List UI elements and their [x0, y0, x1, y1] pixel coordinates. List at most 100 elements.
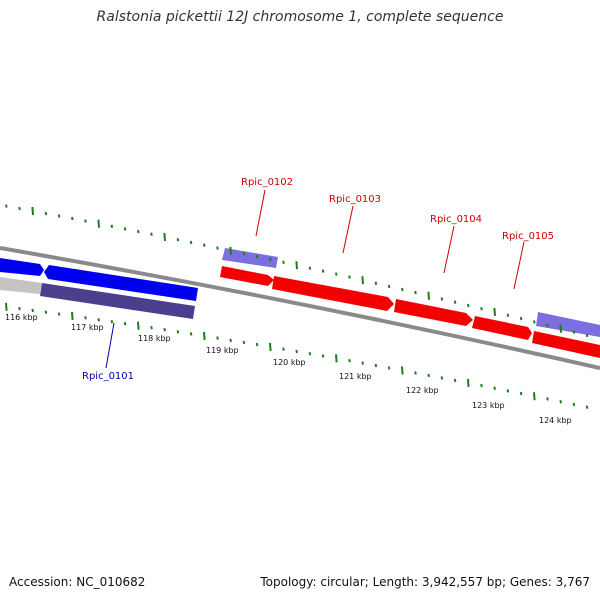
lower-row-tick: [176, 330, 180, 334]
gene-arrow-rpic-0102[interactable]: [220, 266, 274, 286]
upper-row-tick: [84, 219, 87, 223]
upper-row-tick: [572, 330, 576, 334]
upper-row-tick: [559, 324, 562, 333]
lower-row-tick: [506, 389, 510, 393]
upper-row-tick: [585, 333, 589, 338]
lower-row-tick: [97, 318, 100, 322]
lower-row-tick: [401, 366, 404, 375]
gene-arrow-rpic-0103[interactable]: [272, 276, 394, 311]
gene-arrow-next[interactable]: [532, 331, 600, 358]
upper-row-tick: [414, 290, 417, 295]
upper-row-tick: [467, 303, 470, 308]
upper-row-tick: [110, 224, 114, 228]
lower-row-tick: [440, 376, 444, 380]
leader-rpic-0101: [105, 322, 115, 369]
upper-row-tick: [348, 275, 351, 279]
upper-row-tick: [176, 238, 180, 242]
lower-row-tick: [348, 359, 351, 363]
upper-row-tick: [335, 272, 338, 276]
lower-row-tick: [163, 328, 166, 332]
lower-row-tick: [387, 366, 391, 370]
footer-accession: Accession: NC_010682: [9, 575, 146, 589]
upper-row-tick: [440, 297, 444, 301]
upper-row-tick: [203, 243, 206, 247]
lower-row-tick: [110, 320, 114, 324]
leader-rpic-0104: [443, 225, 455, 274]
upper-row-tick: [453, 300, 457, 304]
lower-row-tick: [137, 321, 140, 330]
lower-row-tick: [84, 316, 87, 320]
upper-row-tick: [189, 240, 193, 245]
tick-label-122: 122 kbp: [406, 386, 439, 395]
upper-row-tick: [163, 232, 166, 241]
upper-row-tick: [44, 211, 48, 216]
gene-label-rpic-0104[interactable]: Rpic_0104: [430, 214, 482, 225]
upper-row-tick: [57, 214, 61, 218]
tick-marks: [5, 204, 589, 409]
gene-arrow-rpic-0102-pseudo[interactable]: [222, 248, 278, 268]
upper-row-tick: [519, 316, 523, 321]
upper-row-tick: [123, 227, 127, 231]
upper-row-tick: [401, 287, 404, 292]
lower-row-tick: [269, 342, 272, 351]
upper-row-tick: [229, 246, 232, 255]
gene-arrow-next-pseudo[interactable]: [536, 312, 600, 337]
upper-row-tick: [321, 269, 325, 273]
lower-row-tick: [203, 331, 206, 341]
footer-topology-info: Topology: circular; Length: 3,942,557 bp…: [260, 575, 590, 589]
sequence-backbone: [0, 246, 600, 370]
lower-row-tick: [361, 361, 364, 365]
lower-row-tick: [559, 400, 562, 404]
page-title: Ralstonia pickettii 12J chromosome 1, co…: [96, 9, 504, 25]
tick-label-120: 120 kbp: [273, 358, 306, 367]
leader-rpic-0103: [342, 205, 354, 254]
upper-row-tick: [493, 307, 496, 316]
gene-arrow-rpic-0100-pseudo[interactable]: [0, 277, 42, 294]
leader-rpic-0102: [255, 189, 266, 237]
lower-row-tick: [585, 405, 589, 409]
upper-row-tick: [137, 229, 140, 234]
lower-row-tick: [321, 354, 325, 358]
lower-row-tick: [57, 312, 61, 316]
lower-row-tick: [229, 338, 232, 342]
upper-row-tick: [97, 219, 100, 228]
lower-row-tick: [5, 302, 8, 311]
upper-row-tick: [255, 254, 259, 259]
upper-row-tick: [242, 251, 246, 256]
upper-row-tick: [282, 260, 285, 264]
gene-label-rpic-0101[interactable]: Rpic_0101: [82, 371, 134, 382]
upper-row-tick: [387, 284, 391, 289]
upper-row-tick: [150, 232, 153, 236]
upper-row-tick: [546, 323, 549, 327]
lower-row-tick: [295, 349, 298, 354]
tick-label-124: 124 kbp: [539, 416, 572, 425]
gene-arrow-rpic-0105[interactable]: [472, 316, 532, 340]
lower-row-tick: [427, 373, 430, 378]
upper-row-tick: [71, 216, 74, 221]
upper-row-tick: [216, 246, 219, 250]
gene-label-rpic-0102[interactable]: Rpic_0102: [241, 177, 293, 188]
lower-row-tick: [519, 391, 523, 396]
lower-row-tick: [123, 322, 127, 326]
lower-row-tick: [282, 347, 285, 351]
upper-row-tick: [533, 320, 536, 324]
gene-label-rpic-0105[interactable]: Rpic_0105: [502, 231, 554, 242]
lower-row-tick: [493, 386, 496, 390]
lower-row-tick: [189, 332, 193, 336]
lower-row-tick: [546, 397, 549, 401]
lower-row-tick: [453, 378, 457, 383]
gene-arrow-rpic-0101[interactable]: [44, 265, 198, 301]
gene-arrow-rpic-0100[interactable]: [0, 258, 44, 276]
lower-row-tick: [44, 310, 48, 314]
lower-row-tick: [31, 308, 34, 313]
upper-row-tick: [308, 266, 312, 270]
lower-row-tick: [374, 363, 378, 368]
gene-label-rpic-0103[interactable]: Rpic_0103: [329, 194, 381, 205]
lower-row-tick: [467, 378, 470, 388]
gene-arrow-rpic-0104[interactable]: [394, 299, 473, 326]
lower-row-tick: [18, 306, 21, 311]
gene-arrow-rpic-0101-pseudo[interactable]: [40, 283, 195, 319]
upper-row-tick: [506, 313, 510, 317]
upper-row-tick: [295, 261, 298, 270]
tick-label-117: 117 kbp: [71, 323, 104, 332]
